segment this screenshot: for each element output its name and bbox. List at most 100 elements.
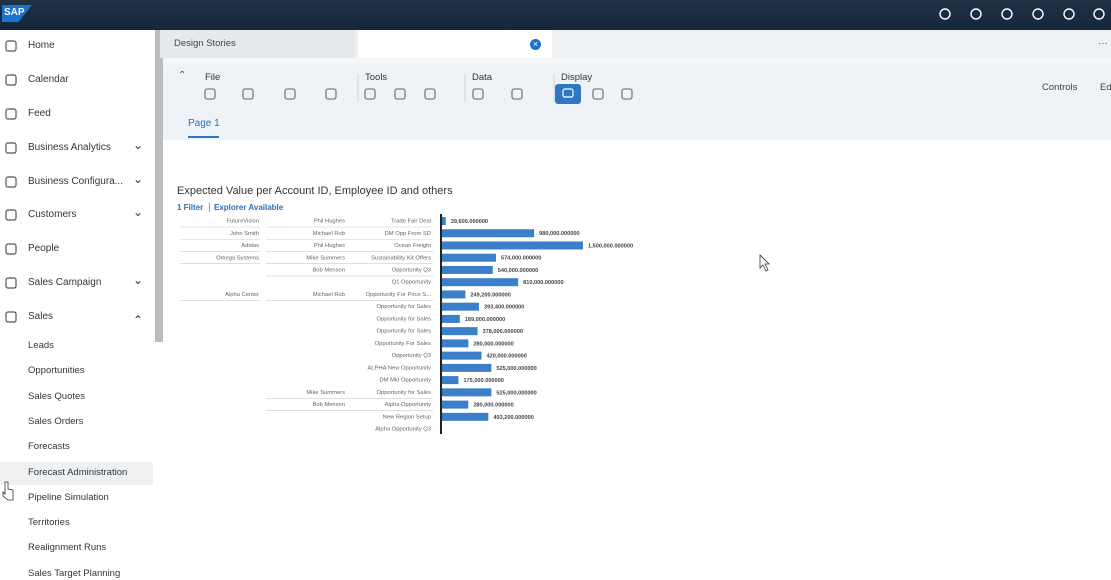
nav-sub-item[interactable]: Sales Orders — [28, 415, 84, 427]
employee-label: Mike Summers — [306, 255, 345, 261]
toolbar-icon — [592, 88, 604, 100]
nav-item[interactable]: Sales — [28, 311, 54, 322]
shell-icon — [1093, 8, 1105, 20]
value-label: 493,200.000000 — [493, 415, 533, 421]
value-label: 393,400.000000 — [484, 305, 524, 311]
toolbar-icon — [242, 88, 254, 100]
nav-chevron[interactable]: ⌃ — [133, 313, 144, 327]
nav-sub-item[interactable]: Realignment Runs — [28, 542, 107, 554]
shell-icon — [1001, 8, 1013, 20]
mouse-cursor — [759, 254, 770, 272]
value-label: 420,000.000000 — [486, 354, 526, 360]
value-label: 189,000.000000 — [465, 317, 505, 323]
nav-sub-item[interactable]: Sales Target Planning — [28, 567, 121, 579]
nav-item[interactable]: People — [28, 243, 60, 254]
close-tab[interactable]: × — [530, 39, 541, 50]
bar — [442, 253, 496, 262]
comment-button[interactable] — [555, 84, 581, 104]
explorer-link[interactable]: Explorer Available — [209, 203, 283, 212]
nav-selected — [0, 462, 153, 485]
bar — [442, 400, 469, 409]
shell-icon — [939, 8, 951, 20]
category-label: New Region Setup — [383, 414, 431, 420]
nav-item[interactable]: Calendar — [28, 74, 69, 85]
nav-chevron[interactable]: ⌄ — [133, 273, 144, 287]
toolbar — [163, 65, 1111, 140]
employee-label: Mike Summers — [306, 390, 345, 396]
more[interactable]: ··· — [1098, 38, 1108, 49]
nav-icon — [5, 243, 17, 255]
filter-link[interactable]: 1 Filter — [177, 203, 204, 212]
bar — [442, 265, 493, 274]
toolbar-group: File — [205, 72, 221, 83]
nav-item[interactable]: Business Configura... — [28, 176, 124, 187]
category-label: Sustainability Kit Offers — [371, 255, 431, 261]
category-label: ALPHA New Opportunity — [368, 365, 432, 371]
nav-icon — [5, 40, 17, 52]
page-tab[interactable]: Page 1 — [188, 118, 220, 129]
value-label: 1,500,000.000000 — [588, 243, 633, 249]
employee-label: Michael Rob — [313, 292, 345, 298]
nav-sub-item[interactable]: Leads — [28, 340, 54, 351]
account-label: John Smith — [230, 231, 259, 237]
logo[interactable]: SAP — [4, 7, 25, 18]
category-label: DM Mkt Opportunity — [379, 378, 431, 384]
value-label: 280,000.000000 — [473, 403, 513, 409]
nav-icon — [5, 176, 17, 188]
toolbar-icon — [204, 88, 216, 100]
category-label: Opportunity Q3 — [392, 267, 431, 273]
nav-sub-item[interactable]: Sales Quotes — [28, 390, 86, 402]
nav-icon — [5, 277, 17, 289]
category-label: Trade Fair Deal — [391, 219, 431, 225]
nav-icon — [5, 74, 17, 86]
nav-sub-item[interactable]: Forecasts — [28, 441, 70, 453]
toolbar-icon — [325, 88, 337, 100]
nav-sub-item[interactable]: Pipeline Simulation — [28, 491, 109, 503]
nav-chevron[interactable]: ⌄ — [133, 138, 144, 152]
nav-icon — [5, 142, 17, 154]
nav-item[interactable]: Home — [28, 40, 55, 51]
value-label: 810,000.000000 — [523, 280, 563, 286]
account-label: Adidas — [241, 243, 259, 249]
value-label: 175,000.000000 — [463, 378, 503, 384]
toolbar-right[interactable]: Ed — [1100, 82, 1111, 93]
bar — [442, 229, 535, 238]
nav-item[interactable]: Business Analytics — [28, 142, 111, 153]
nav-item[interactable]: Customers — [28, 209, 77, 220]
scrollbar[interactable] — [155, 30, 163, 342]
bar — [442, 241, 583, 250]
nav-sub-item[interactable]: Forecast Administration — [28, 466, 128, 478]
page-tab-indicator — [188, 136, 219, 138]
category-label: Opportunity Q3 — [392, 353, 431, 359]
comment-icon — [562, 88, 574, 98]
nav-sub-item[interactable]: Territories — [28, 517, 70, 529]
active-tab[interactable] — [358, 30, 552, 58]
shell-icon — [1063, 8, 1075, 20]
chart-title: Expected Value per Account ID, Employee … — [177, 185, 453, 197]
bar — [442, 290, 466, 299]
toolbar-group: Data — [472, 72, 493, 83]
nav-chevron[interactable]: ⌄ — [133, 205, 144, 219]
bar — [442, 351, 482, 360]
toolbar-icon — [394, 88, 406, 100]
bar — [442, 217, 446, 225]
tab[interactable] — [160, 30, 355, 58]
category-label: Opportunity for Sales — [377, 329, 432, 335]
shell-icon — [970, 8, 982, 20]
collapse[interactable]: ⌃ — [178, 70, 187, 81]
tab-label[interactable]: Design Stories — [174, 38, 236, 49]
bar — [442, 278, 519, 287]
toolbar-icon — [424, 88, 436, 100]
nav-sub-item[interactable]: Opportunities — [28, 365, 85, 377]
nav-icon — [5, 108, 17, 120]
category-label: Ocean Freight — [394, 243, 431, 249]
employee-label: Bob Menson — [312, 267, 345, 273]
nav-item[interactable]: Feed — [28, 108, 51, 119]
nav-chevron[interactable]: ⌄ — [133, 172, 144, 186]
nav-item[interactable]: Sales Campaign — [28, 277, 102, 288]
toolbar-right[interactable]: Controls — [1042, 82, 1078, 93]
toolbar-icon — [364, 88, 376, 100]
value-label: 378,000.000000 — [483, 329, 523, 335]
